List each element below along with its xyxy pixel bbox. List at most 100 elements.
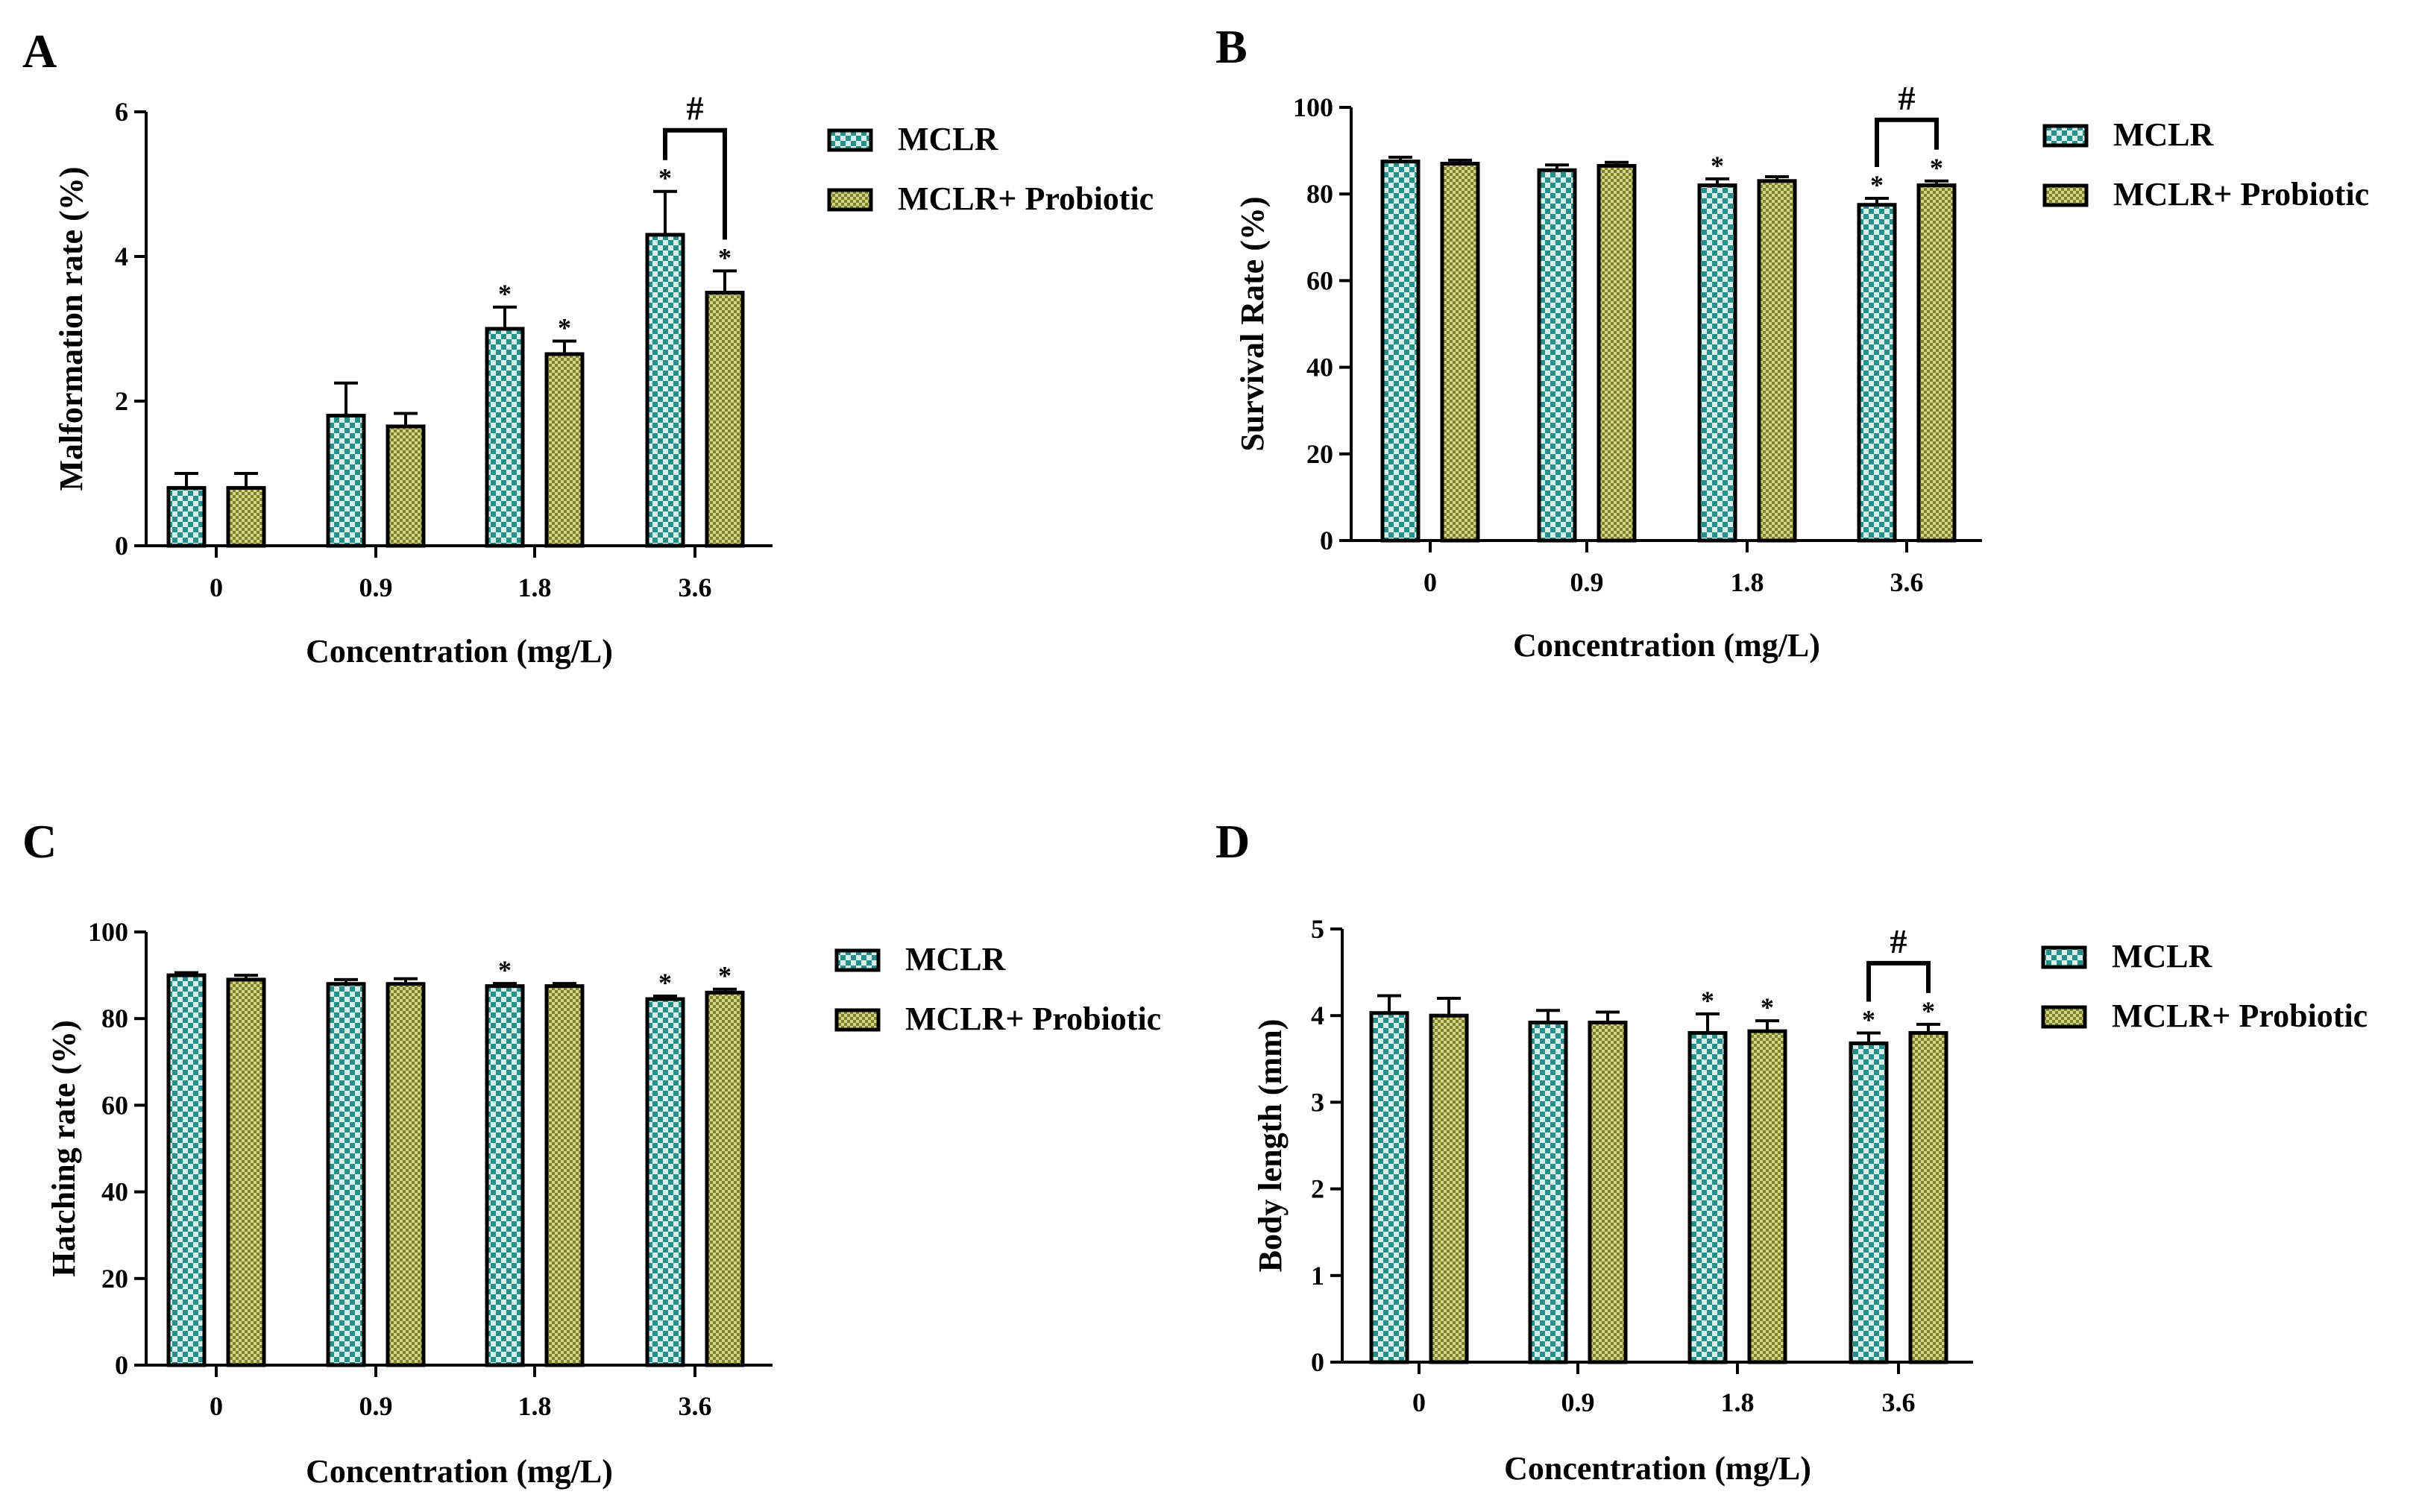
bar-probiotic [386, 982, 426, 1367]
bar-mclr [1528, 1020, 1568, 1364]
bar-probiotic [705, 291, 745, 548]
legend-swatch-mclr [2041, 945, 2087, 969]
x-tick-label: 3.6 [1890, 567, 1924, 597]
significance-bracket [1866, 960, 1931, 1002]
y-tick-label: 100 [88, 917, 128, 947]
chart-panel-c: C 0 20 40 60 80 100 0 0.9 1.8 3.6 Concentration (mg… [22, 815, 1161, 1490]
x-tick-label: 1.8 [518, 1391, 552, 1421]
y-tick-label: 6 [115, 97, 128, 127]
y-tick-label: 100 [1293, 92, 1333, 122]
x-tick-label: 3.6 [679, 1391, 712, 1421]
x-tick-label: 1.8 [1731, 567, 1764, 597]
x-tick-label: 0.9 [359, 1391, 393, 1421]
legend-swatch-probiotic [2041, 1005, 2087, 1029]
y-tick-label: 80 [1306, 179, 1333, 209]
legend-swatch-probiotic [834, 1008, 881, 1032]
bar-probiotic [226, 977, 266, 1367]
panel-letter: D [1215, 815, 1250, 868]
y-tick-label: 2 [115, 386, 128, 416]
x-tick-label: 0.9 [1570, 567, 1604, 597]
y-tick-label: 2 [1311, 1174, 1324, 1204]
significance-star: * [558, 312, 571, 342]
significance-star: * [658, 968, 672, 998]
x-axis-title: Concentration (mg/L) [1513, 627, 1820, 664]
y-tick-label: 0 [1311, 1347, 1324, 1377]
y-tick-label: 4 [1311, 1001, 1324, 1030]
chart-panel-d: D 0 1 2 3 4 5 0 0.9 1.8 3.6 Concentration (mg/L) Bod… [1215, 815, 2368, 1487]
bar-probiotic [705, 990, 745, 1367]
bar-probiotic [1757, 179, 1797, 543]
bar-probiotic [1747, 1029, 1787, 1364]
legend-label: MCLR [898, 121, 999, 157]
y-tick-label: 1 [1311, 1261, 1324, 1291]
y-tick-label: 40 [1306, 353, 1333, 382]
legend-swatch-mclr [827, 128, 873, 152]
y-tick-label: 40 [101, 1177, 128, 1207]
x-tick-label: 3.6 [1882, 1387, 1916, 1417]
y-tick-label: 0 [1320, 526, 1333, 555]
significance-star: * [1862, 1004, 1875, 1034]
bar-mclr [166, 485, 207, 548]
bar-mclr [645, 233, 685, 548]
legend-swatch-mclr [2042, 124, 2089, 148]
y-axis-title: Hatching rate (%) [45, 1020, 82, 1277]
bar-mclr [485, 984, 525, 1367]
chart-panel-a: A 0 2 4 6 0 0.9 1.8 3.6 Concentration (mg/L) Malfo… [22, 25, 1154, 670]
significance-hash: # [1898, 79, 1916, 117]
bar-mclr [166, 973, 207, 1367]
bar-probiotic [1440, 162, 1480, 543]
x-tick-label: 3.6 [679, 573, 712, 602]
bar-mclr [326, 982, 366, 1367]
x-tick-label: 1.8 [1721, 1387, 1755, 1417]
bar-probiotic [386, 424, 426, 548]
y-tick-label: 5 [1311, 914, 1324, 944]
bar-probiotic [1908, 1030, 1948, 1364]
significance-bracket [1875, 117, 1939, 168]
bar-probiotic [1588, 1020, 1628, 1364]
bar-probiotic [1916, 183, 1957, 543]
x-tick-label: 0 [1412, 1387, 1426, 1417]
bar-mclr [645, 997, 685, 1367]
x-axis-title: Concentration (mg/L) [306, 1453, 613, 1490]
panel-letter: B [1215, 20, 1248, 73]
x-tick-label: 0 [1424, 567, 1437, 597]
x-tick-label: 0.9 [1561, 1387, 1595, 1417]
significance-star: * [498, 279, 512, 309]
x-tick-label: 0 [210, 1391, 223, 1421]
legend-label: MCLR+ Probiotic [898, 180, 1154, 217]
legend-label: MCLR+ Probiotic [2113, 176, 2369, 212]
significance-star: * [1711, 151, 1724, 180]
bar-mclr [326, 413, 366, 548]
bar-mclr [1537, 168, 1577, 543]
y-tick-label: 80 [101, 1004, 128, 1033]
y-tick-label: 20 [1306, 439, 1333, 469]
panel-letter: A [22, 25, 57, 78]
legend-label: MCLR [2113, 116, 2215, 153]
legend-label: MCLR [905, 941, 1007, 977]
x-axis-title: Concentration (mg/L) [1504, 1450, 1811, 1487]
y-tick-label: 60 [1306, 265, 1333, 295]
legend-label: MCLR [2112, 938, 2213, 974]
y-axis-title: Survival Rate (%) [1234, 196, 1271, 451]
significance-bracket [663, 127, 727, 240]
bar-mclr [485, 327, 525, 548]
bar-mclr [1687, 1030, 1728, 1364]
panel-letter: C [22, 815, 57, 868]
y-axis-title: Body length (mm) [1252, 1019, 1289, 1273]
bar-mclr [1369, 1011, 1409, 1364]
legend-swatch-probiotic [827, 188, 873, 212]
x-tick-label: 0.9 [359, 573, 393, 602]
y-tick-label: 3 [1311, 1087, 1324, 1117]
y-tick-label: 20 [101, 1264, 128, 1294]
legend-swatch-mclr [834, 948, 881, 972]
significance-star: * [718, 242, 732, 272]
bar-mclr [1697, 183, 1737, 543]
significance-hash: # [1890, 922, 1907, 960]
significance-star: * [718, 961, 732, 991]
bar-probiotic [544, 984, 585, 1367]
bar-mclr [1380, 160, 1421, 543]
legend-label: MCLR+ Probiotic [2112, 998, 2368, 1034]
bar-probiotic [226, 485, 266, 548]
y-tick-label: 4 [115, 242, 128, 271]
bar-probiotic [544, 352, 585, 548]
